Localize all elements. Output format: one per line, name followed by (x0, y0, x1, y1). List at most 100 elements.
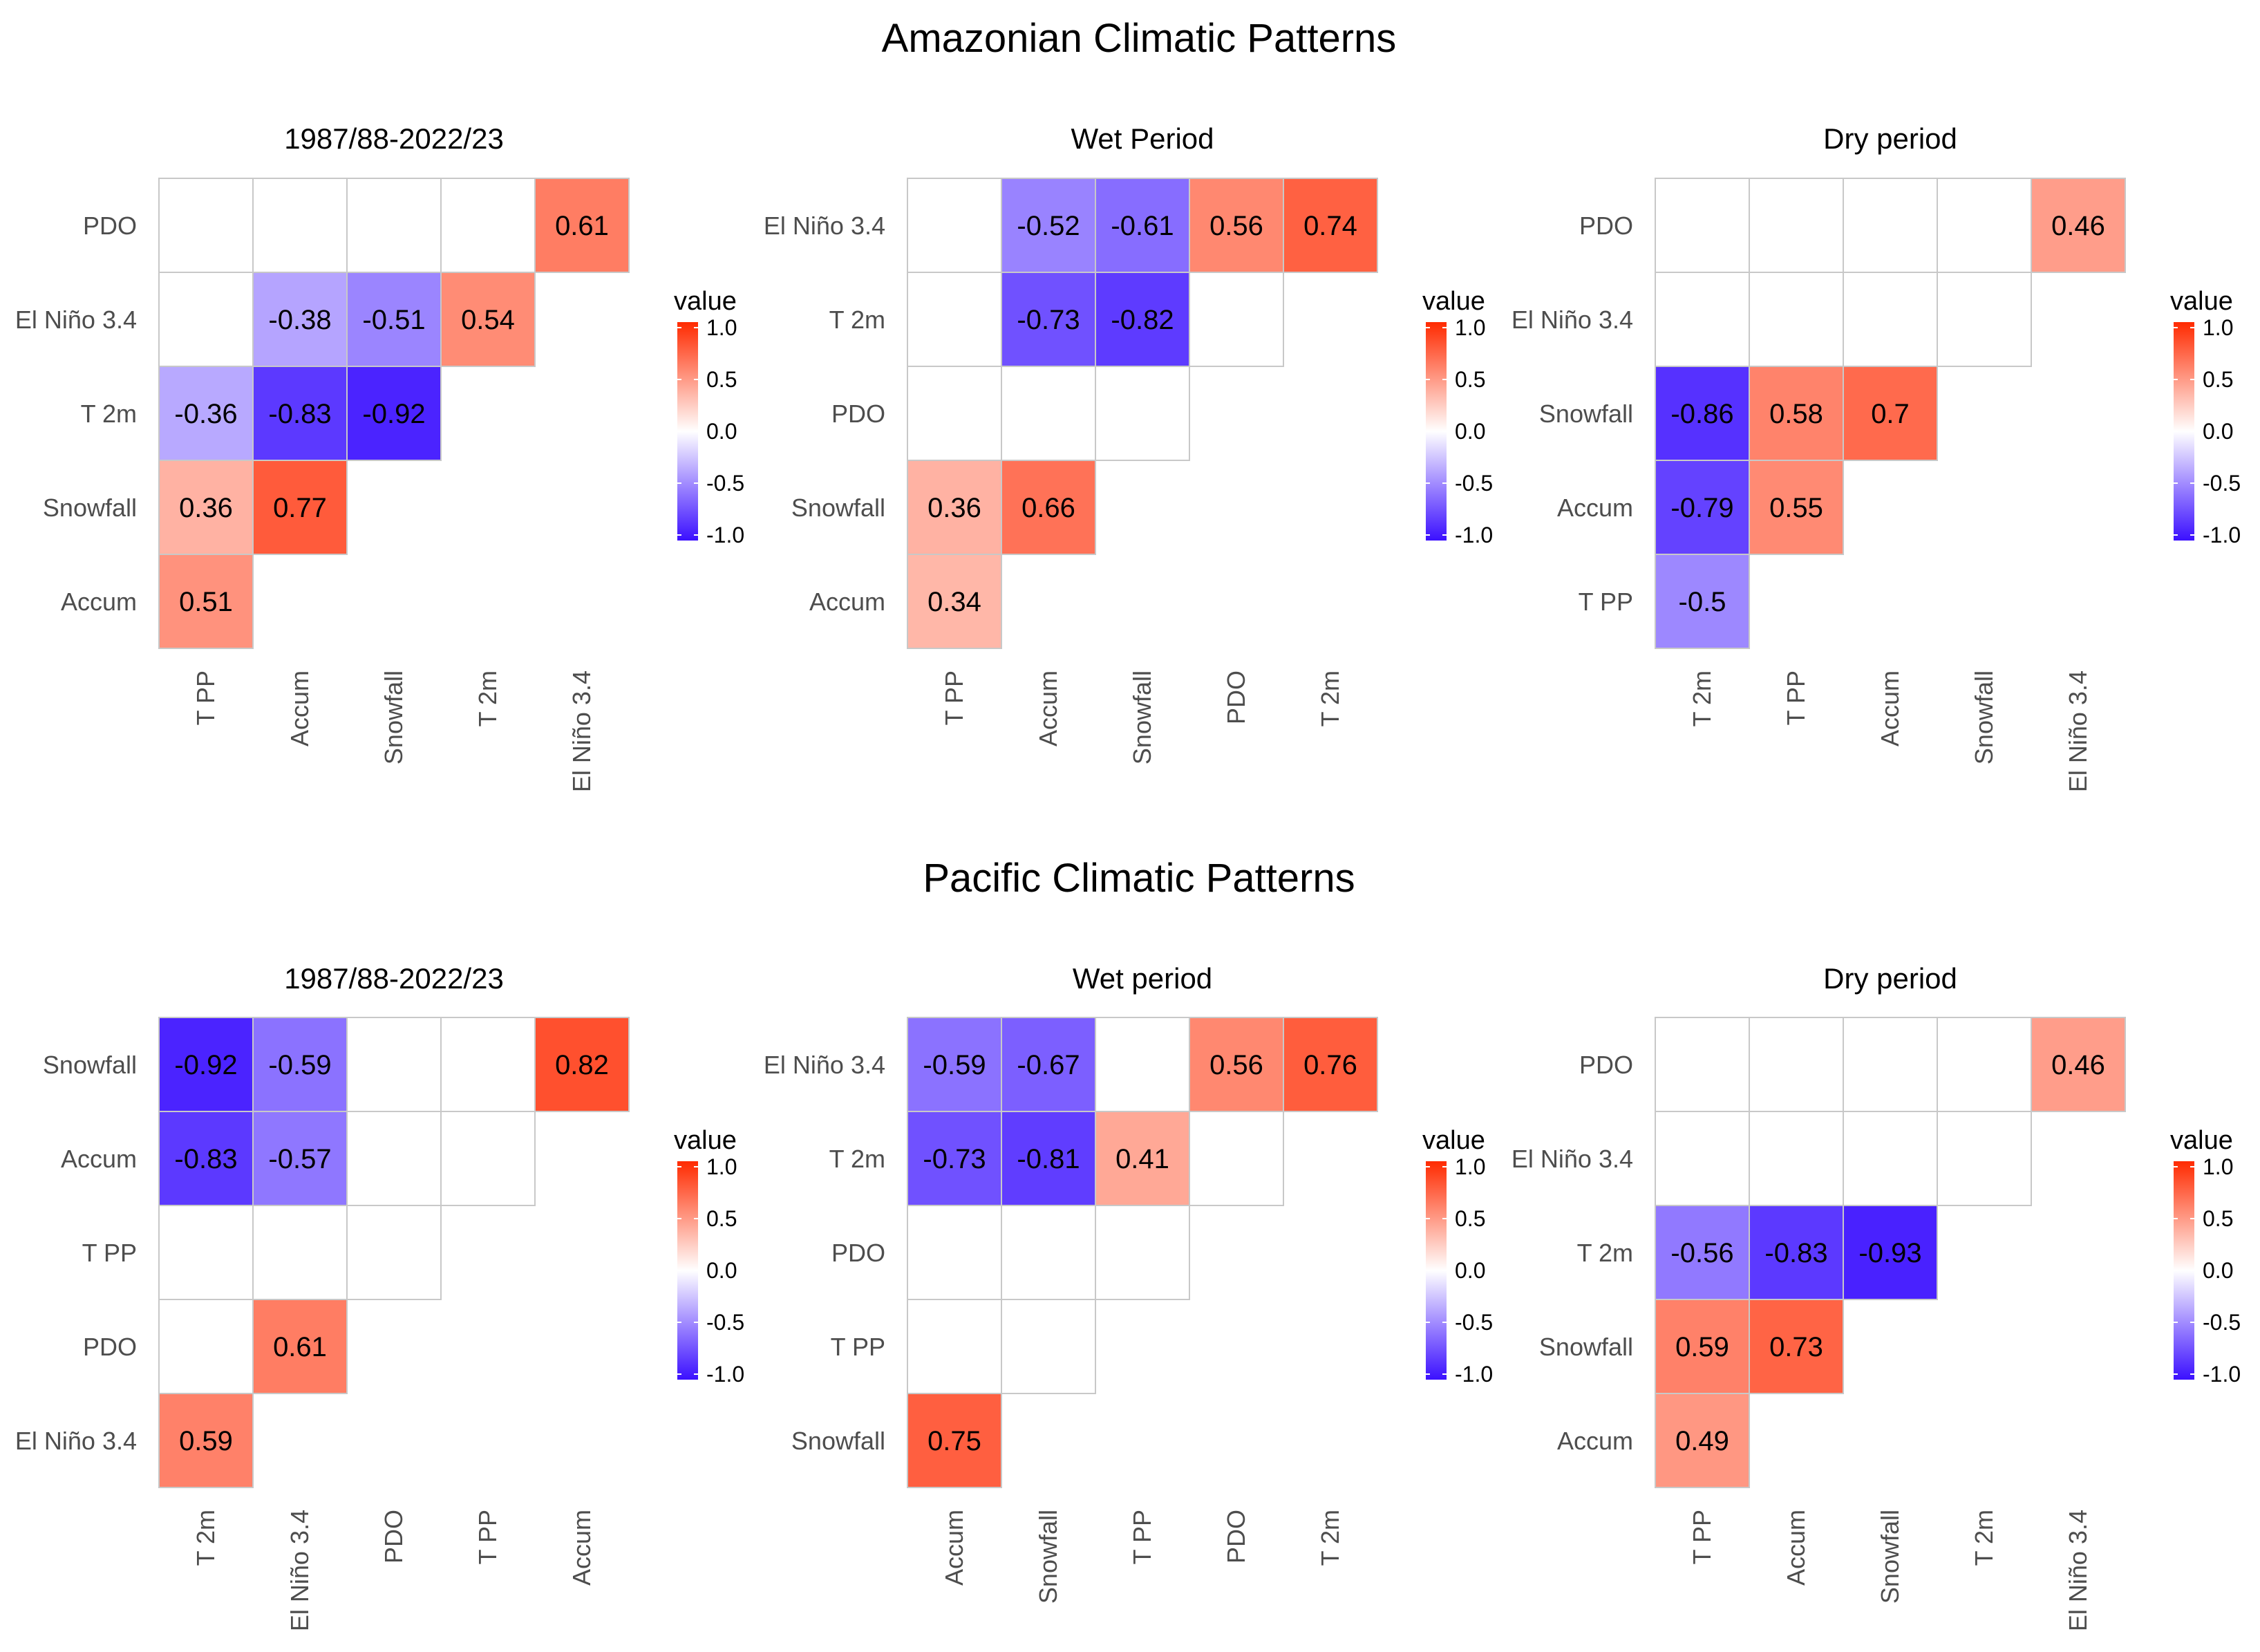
heatmap-cell (346, 1205, 442, 1300)
cell-value-label: -0.92 (174, 1050, 237, 1080)
heatmap-cell (1189, 1017, 1284, 1112)
column-label: T PP (1128, 1510, 1156, 1564)
legend-title: value (1422, 1126, 1485, 1155)
cell-value-label: -0.61 (1111, 211, 1174, 241)
cell-value-label: 0.56 (1209, 211, 1263, 241)
row-label: El Niño 3.4 (1512, 306, 1633, 334)
cell-value-label: 0.74 (1303, 211, 1357, 241)
heatmap-cell (1095, 366, 1190, 461)
row-label: Snowfall (1539, 1333, 1633, 1361)
heatmap-cell (1655, 178, 1750, 273)
cell-value-label: -0.56 (1670, 1238, 1733, 1268)
heatmap-panel-3: Dry period 0.46 -0.86 0.58 0.7 -0.79 0.55 -0.5 P… (1512, 122, 2241, 792)
legend-tick-label: 1.0 (706, 315, 737, 340)
row-label: T PP (1579, 588, 1633, 616)
panel-title: 1987/88-2022/23 (284, 122, 504, 155)
heatmap-cell (1095, 1205, 1190, 1300)
legend-tick-label: 0.0 (2203, 1258, 2233, 1283)
legend-tick-label: -0.5 (1455, 471, 1493, 496)
column-label: Snowfall (1128, 670, 1156, 764)
heatmap-panel-2: Wet Period -0.52 -0.61 0.56 0.74 -0.73 -0.82 0.… (764, 122, 1493, 764)
column-label: Snowfall (379, 670, 408, 764)
heatmap-cell (252, 178, 348, 273)
legend-tick-label: -0.5 (2203, 1310, 2241, 1335)
cell-value-label: 0.46 (2051, 211, 2105, 241)
cell-value-label: 0.46 (2051, 1050, 2105, 1080)
legend-tick-label: -1.0 (2203, 523, 2241, 547)
heatmap-cell (1001, 178, 1096, 273)
heatmap-cell (252, 272, 348, 367)
cell-value-label: 0.55 (1769, 493, 1823, 523)
legend-tick-label: 1.0 (2203, 1154, 2233, 1179)
heatmap-cell (252, 1299, 348, 1394)
row-label: Accum (1557, 494, 1633, 522)
heatmap-cell (1095, 272, 1190, 367)
row-label: El Niño 3.4 (764, 212, 885, 240)
column-label: Accum (567, 1510, 596, 1586)
heatmap-cell (1001, 1299, 1096, 1394)
row-label: Snowfall (791, 494, 885, 522)
row-label: PDO (831, 1239, 885, 1267)
cell-value-label: -0.83 (1764, 1238, 1827, 1268)
cell-value-label: 0.54 (461, 305, 515, 335)
heatmap-cell (1655, 366, 1750, 461)
legend-title: value (674, 287, 737, 316)
legend-tick-label: 1.0 (1455, 1154, 1485, 1179)
legend-tick-label: 0.0 (1455, 419, 1485, 444)
column-label: T PP (940, 670, 968, 725)
cell-value-label: -0.81 (1017, 1144, 1080, 1174)
heatmap-cell (440, 1111, 536, 1206)
heatmap-cell (1189, 1111, 1284, 1206)
heatmap-cell (1655, 1111, 1750, 1206)
legend-tick-label: -0.5 (1455, 1310, 1493, 1335)
heatmap-cell (2031, 178, 2126, 273)
cell-value-label: -0.82 (1111, 305, 1174, 335)
heatmap-cell (1749, 178, 1844, 273)
column-label: T PP (1688, 1510, 1716, 1564)
heatmap-cell (1843, 1205, 1938, 1300)
panel-title: Dry period (1823, 122, 1957, 155)
heatmap-cell (1749, 272, 1844, 367)
heatmap-cell (907, 1017, 1002, 1112)
heatmap-cell (1843, 1111, 1938, 1206)
heatmap-cell (158, 460, 254, 555)
legend-tick-label: 0.0 (706, 419, 737, 444)
heatmap-cell (1749, 366, 1844, 461)
legend-title: value (2170, 287, 2233, 316)
heatmap-cell (1749, 460, 1844, 555)
legend-tick-label: 0.0 (2203, 419, 2233, 444)
legend-tick-label: 0.0 (706, 1258, 737, 1283)
heatmap-cell (440, 272, 536, 367)
heatmap-cell (346, 1017, 442, 1112)
legend-tick-label: -1.0 (2203, 1362, 2241, 1387)
heatmap-cell (252, 1111, 348, 1206)
row-label: PDO (1579, 1051, 1633, 1079)
row-label: T PP (82, 1239, 137, 1267)
heatmap-cell (534, 1017, 630, 1112)
heatmap-cell (907, 1393, 1002, 1488)
heatmap-cell (1749, 1205, 1844, 1300)
row-label: T PP (831, 1333, 885, 1361)
cell-value-label: -0.67 (1017, 1050, 1080, 1080)
heatmap-cell (907, 1299, 1002, 1394)
legend-tick-label: -0.5 (2203, 471, 2241, 496)
heatmap-panel-6: Dry period 0.46 -0.56 -0.83 -0.93 0.59 0.73 0.4… (1512, 962, 2241, 1631)
cell-value-label: 0.36 (927, 493, 981, 523)
heatmap-cell (346, 366, 442, 461)
heatmap-panel-1: 1987/88-2022/23 0.61 -0.38 -0.51 0.54 -0.36 -0… (15, 122, 744, 792)
cell-value-label: 0.34 (927, 587, 981, 617)
heatmap-cell (1749, 1299, 1844, 1394)
heatmap-cell (1001, 1205, 1096, 1300)
row-label: Snowfall (791, 1427, 885, 1455)
heatmap-cell (1749, 1017, 1844, 1112)
heatmap-cell (1095, 1017, 1190, 1112)
row-label: Snowfall (43, 494, 137, 522)
row-label: Snowfall (43, 1051, 137, 1079)
heatmap-cell (2031, 1017, 2126, 1112)
heatmap-cell (346, 178, 442, 273)
heatmap-cell (1937, 1111, 2032, 1206)
cell-value-label: 0.51 (179, 587, 233, 617)
heatmap-cell (1283, 1017, 1378, 1112)
cell-value-label: -0.57 (268, 1144, 331, 1174)
column-label: Accum (1034, 670, 1062, 747)
